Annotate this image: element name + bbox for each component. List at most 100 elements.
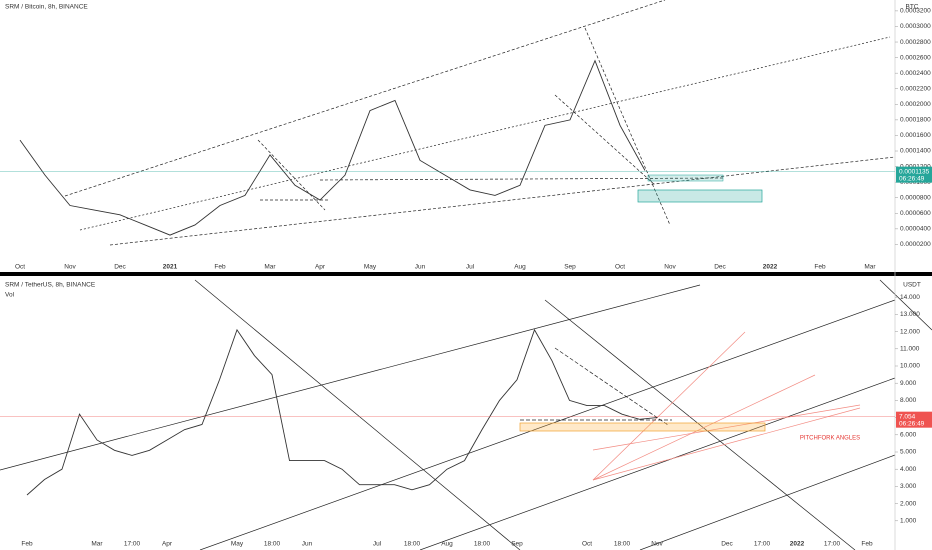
x-tick-label: Nov — [664, 264, 676, 271]
x-tick-label: Mar — [91, 541, 103, 548]
price-line — [26, 328, 658, 496]
y-tick-label: 0.0002800 — [900, 39, 931, 46]
fan-line — [592, 331, 746, 481]
x-tick-label: Mar — [264, 264, 276, 271]
x-tick-label: Mar — [864, 264, 876, 271]
y-tick-label: 0.0003000 — [900, 23, 931, 30]
price-line — [19, 59, 646, 236]
chart-title: SRM / Bitcoin, 8h, BINANCE — [5, 4, 88, 11]
y-tick-label: 3.000 — [900, 483, 917, 490]
x-tick-label: Dec — [721, 541, 733, 548]
x-tick-label: May — [231, 541, 244, 548]
x-tick-label: Jul — [466, 264, 475, 271]
x-tick-label: Apr — [162, 541, 173, 548]
y-tick-label: 10.000 — [900, 363, 920, 370]
trend-line — [584, 27, 671, 226]
x-tick-label: 18:00 — [474, 541, 491, 548]
y-tick-label: 5.000 — [900, 449, 917, 456]
panel-separator — [0, 272, 932, 276]
pitchfork-line — [544, 299, 856, 550]
price-label-box — [896, 411, 932, 428]
annotation: PITCHFORK ANGLES — [800, 436, 860, 442]
x-tick-label: Feb — [214, 264, 226, 271]
pitchfork-line — [194, 279, 521, 550]
x-tick-label: Oct — [615, 264, 625, 271]
trend-line — [79, 36, 891, 231]
x-tick-label: 2022 — [790, 541, 805, 548]
fan-line — [592, 407, 861, 481]
x-tick-label: 2021 — [163, 264, 178, 271]
y-tick-label: 0.0000200 — [900, 241, 931, 248]
chart-title: SRM / TetherUS, 8h, BINANCE — [5, 282, 96, 289]
trend-line — [64, 0, 666, 197]
trend-line — [554, 94, 656, 186]
x-tick-label: 18:00 — [264, 541, 281, 548]
x-tick-label: Oct — [582, 541, 592, 548]
x-tick-label: Feb — [814, 264, 826, 271]
pitchfork-line — [879, 279, 932, 331]
x-tick-label: Jul — [373, 541, 382, 548]
x-tick-label: Feb — [861, 541, 873, 548]
price-label: 7.054 — [899, 413, 916, 420]
x-tick-label: Aug — [514, 264, 526, 271]
pitchfork-line — [0, 284, 701, 471]
top-drawings — [64, 0, 896, 246]
currency-label: USDT — [903, 282, 921, 289]
trend-line — [109, 156, 896, 246]
price-label: 0.0001135 — [899, 168, 930, 175]
x-tick-label: Dec — [114, 264, 126, 271]
countdown-label: 06:26:49 — [899, 420, 925, 427]
y-tick-label: 2.000 — [900, 500, 917, 507]
x-tick-label: 17:00 — [824, 541, 841, 548]
y-tick-label: 11.000 — [900, 346, 920, 353]
y-tick-label: 0.0001400 — [900, 148, 931, 155]
x-tick-label: Apr — [315, 264, 326, 271]
y-tick-label: 0.0000600 — [900, 210, 931, 217]
x-tick-label: Oct — [15, 264, 25, 271]
x-tick-label: 17:00 — [754, 541, 771, 548]
price-label-box — [896, 166, 932, 183]
x-tick-label: Jun — [302, 541, 313, 548]
x-tick-label: 2022 — [763, 264, 778, 271]
zone-box — [519, 422, 766, 432]
fan-line — [592, 404, 861, 451]
fan-line — [592, 374, 816, 481]
y-tick-label: 0.0001600 — [900, 132, 931, 139]
y-tick-label: 13.000 — [900, 311, 920, 318]
x-tick-label: May — [364, 264, 377, 271]
y-tick-label: 12.000 — [900, 328, 920, 335]
y-tick-label: 8.000 — [900, 397, 917, 404]
currency-label: BTC — [906, 4, 919, 11]
x-tick-label: Aug — [441, 541, 453, 548]
countdown-label: 06:26:49 — [899, 175, 925, 182]
y-tick-label: 0.0002200 — [900, 85, 931, 92]
y-tick-label: 0.0003200 — [900, 8, 931, 15]
y-tick-label: 1.000 — [900, 518, 917, 525]
pitchfork-line — [419, 377, 896, 550]
pitchfork-line — [199, 299, 896, 550]
x-tick-label: Dec — [714, 264, 726, 271]
x-tick-label: 18:00 — [404, 541, 421, 548]
x-tick-label: Nov — [64, 264, 76, 271]
pitchfork-line — [639, 454, 896, 550]
y-tick-label: 0.0000800 — [900, 194, 931, 201]
trend-line — [554, 347, 669, 426]
y-tick-label: 14.000 — [900, 294, 920, 301]
y-tick-label: 0.0002000 — [900, 101, 931, 108]
y-tick-label: 6.000 — [900, 432, 917, 439]
indicator-label: Vol — [5, 292, 15, 299]
y-tick-label: 0.0000400 — [900, 226, 931, 233]
x-tick-label: Jun — [415, 264, 426, 271]
y-tick-label: 4.000 — [900, 466, 917, 473]
x-tick-label: 18:00 — [614, 541, 631, 548]
x-tick-label: Nov — [651, 541, 663, 548]
zone-box — [647, 174, 724, 182]
x-tick-label: Feb — [21, 541, 33, 548]
y-tick-label: 9.000 — [900, 380, 917, 387]
zone-box — [637, 189, 763, 203]
y-tick-label: 0.0001800 — [900, 117, 931, 124]
y-tick-label: 0.0002600 — [900, 54, 931, 61]
bottom-drawings: PITCHFORK ANGLES — [0, 279, 932, 550]
trend-line — [257, 139, 326, 211]
